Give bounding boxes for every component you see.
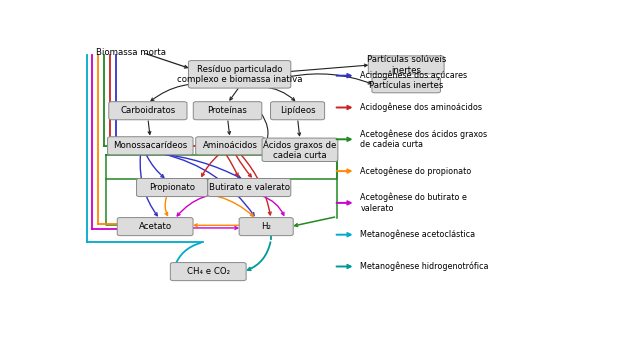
Text: Propionato: Propionato xyxy=(149,183,195,192)
Text: Proteínas: Proteínas xyxy=(207,106,247,115)
Text: CH₄ e CO₂: CH₄ e CO₂ xyxy=(187,267,230,276)
Text: Partículas solúveis
inertes: Partículas solúveis inertes xyxy=(366,55,446,75)
FancyBboxPatch shape xyxy=(108,137,193,155)
FancyBboxPatch shape xyxy=(196,137,264,155)
Text: Aminoácidos: Aminoácidos xyxy=(202,141,257,150)
FancyBboxPatch shape xyxy=(136,178,207,197)
Text: Metanogênese acetoclástica: Metanogênese acetoclástica xyxy=(360,230,475,239)
FancyBboxPatch shape xyxy=(372,77,440,93)
FancyBboxPatch shape xyxy=(262,138,338,161)
Text: Biomassa morta: Biomassa morta xyxy=(96,48,166,57)
Text: Monossacarídeos: Monossacarídeos xyxy=(113,141,188,150)
Text: Acidogênese dos açúcares: Acidogênese dos açúcares xyxy=(360,71,467,81)
FancyBboxPatch shape xyxy=(117,218,193,236)
Text: Partículas inertes: Partículas inertes xyxy=(369,80,444,90)
FancyBboxPatch shape xyxy=(193,102,262,120)
Text: Acetato: Acetato xyxy=(138,222,172,231)
FancyBboxPatch shape xyxy=(368,56,444,74)
Text: H₂: H₂ xyxy=(261,222,271,231)
Text: Resíduo particulado
complexo e biomassa inativa: Resíduo particulado complexo e biomassa … xyxy=(177,65,302,84)
Text: Acidogênese dos aminoácidos: Acidogênese dos aminoácidos xyxy=(360,103,482,112)
Text: Carboidratos: Carboidratos xyxy=(120,106,176,115)
FancyBboxPatch shape xyxy=(188,61,291,88)
Text: Butirato e valerato: Butirato e valerato xyxy=(209,183,290,192)
FancyBboxPatch shape xyxy=(170,262,246,281)
Text: Metanogênese hidrogenotrófica: Metanogênese hidrogenotrófica xyxy=(360,262,489,271)
Text: Acetogênese do propionato: Acetogênese do propionato xyxy=(360,166,472,176)
Text: Acetogênese do butirato e
valerato: Acetogênese do butirato e valerato xyxy=(360,193,467,213)
FancyBboxPatch shape xyxy=(109,102,187,120)
Text: Acetogênese dos ácidos graxos
de cadeia curta: Acetogênese dos ácidos graxos de cadeia … xyxy=(360,130,487,149)
FancyBboxPatch shape xyxy=(270,102,325,120)
Text: Lipídeos: Lipídeos xyxy=(280,106,315,115)
FancyBboxPatch shape xyxy=(207,178,291,197)
Text: Ácidos graxos de
cadeia curta: Ácidos graxos de cadeia curta xyxy=(264,139,336,160)
FancyBboxPatch shape xyxy=(239,218,293,236)
